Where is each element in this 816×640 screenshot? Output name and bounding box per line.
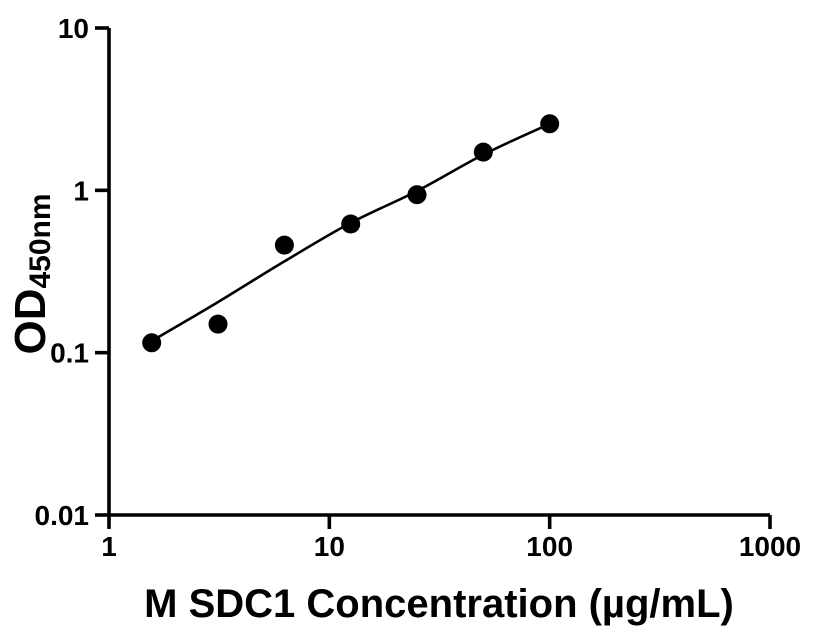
axis-titles: M SDC1 Concentration (µg/mL) OD450nm (6, 193, 734, 626)
data-point-marker (142, 333, 162, 353)
data-point-marker (407, 185, 427, 205)
y-tick-label: 0.1 (50, 338, 89, 369)
y-axis-title-subscript: 450nm (24, 193, 57, 288)
x-tick-label: 1000 (739, 531, 801, 562)
data-point-marker (540, 114, 560, 134)
y-tick-label: 0.01 (35, 500, 90, 531)
y-axis-title-main: OD (6, 289, 55, 355)
x-axis-title: M SDC1 Concentration (µg/mL) (144, 582, 734, 626)
data-point-marker (274, 235, 294, 255)
data-point-marker (473, 142, 493, 162)
x-tick-label: 100 (526, 531, 573, 562)
data-point-marker (341, 214, 361, 234)
x-tick-label: 10 (314, 531, 345, 562)
y-axis-title: OD450nm (6, 193, 57, 354)
y-tick-label: 1 (73, 175, 89, 206)
x-tick-label: 1 (101, 531, 117, 562)
axis-spines (107, 28, 770, 517)
data-point-marker (208, 314, 228, 334)
y-tick-label: 10 (58, 13, 89, 44)
data-points-layer (142, 114, 560, 353)
axes: 1 10 100 1000 0.01 0.1 1 10 (35, 13, 802, 562)
